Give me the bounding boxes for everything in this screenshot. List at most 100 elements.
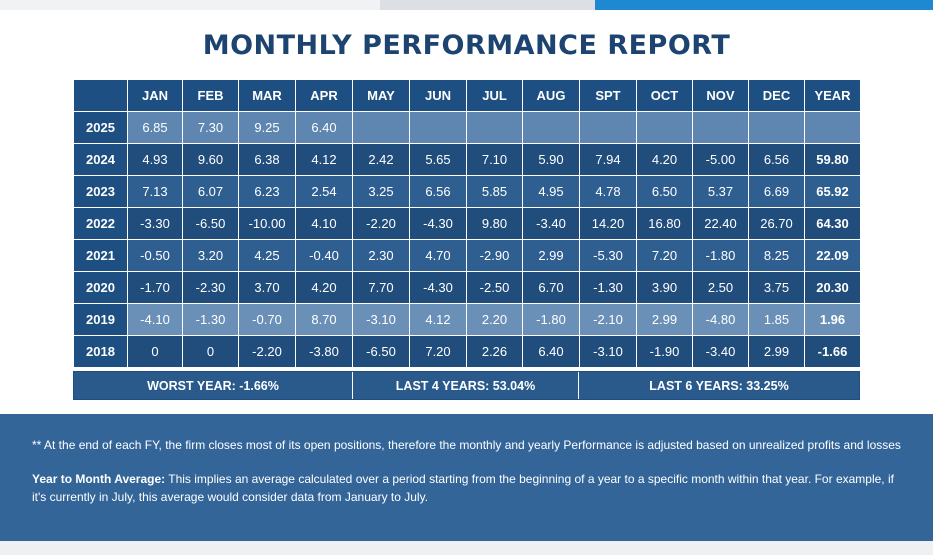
month-value-cell	[579, 111, 637, 144]
month-value-cell: -2.30	[182, 271, 239, 304]
month-value-cell: 2.26	[466, 335, 523, 368]
row-year-label: 2021	[73, 239, 128, 272]
month-value-cell: 3.75	[748, 271, 805, 304]
month-value-cell: -3.40	[522, 207, 580, 240]
bottom-bar	[0, 541, 933, 555]
month-value-cell: -5.00	[692, 143, 749, 176]
month-value-cell: 2.42	[352, 143, 410, 176]
worst-year-cell: WORST YEAR: -1.66%	[74, 372, 353, 399]
month-value-cell: 9.80	[466, 207, 523, 240]
month-value-cell	[748, 111, 805, 144]
month-value-cell: 7.13	[127, 175, 183, 208]
month-value-cell	[692, 111, 749, 144]
month-value-cell: -3.40	[692, 335, 749, 368]
column-header: APR	[295, 79, 353, 112]
month-value-cell: -3.80	[295, 335, 353, 368]
month-value-cell: 4.12	[409, 303, 467, 336]
month-value-cell: 9.60	[182, 143, 239, 176]
month-value-cell: 16.80	[636, 207, 693, 240]
column-header: SPT	[579, 79, 637, 112]
page-title: MONTHLY PERFORMANCE REPORT	[202, 30, 731, 61]
table-row: 2021 -0.50 3.20 4.25 -0.40 2.30 4.70 -2.90 2.99-…	[73, 239, 861, 272]
month-value-cell: 6.07	[182, 175, 239, 208]
month-value-cell: -6.50	[352, 335, 410, 368]
month-value-cell: 4.78	[579, 175, 637, 208]
column-header: JUN	[409, 79, 467, 112]
month-value-cell: -2.50	[466, 271, 523, 304]
month-value-cell	[466, 111, 523, 144]
column-header: JUL	[466, 79, 523, 112]
month-value-cell: 2.99	[748, 335, 805, 368]
month-value-cell: 8.70	[295, 303, 353, 336]
last-6-years-cell: LAST 6 YEARS: 33.25%	[579, 372, 859, 399]
header-corner	[73, 79, 128, 112]
month-value-cell: 2.99	[636, 303, 693, 336]
month-value-cell	[352, 111, 410, 144]
month-value-cell: 6.23	[238, 175, 296, 208]
month-value-cell: 7.20	[636, 239, 693, 272]
table-row: 2018 0 0 -2.20 -3.80 -6.50 7.20 2.26 6.40 -3.10 -1…	[73, 335, 861, 368]
month-value-cell: 2.20	[466, 303, 523, 336]
year-total-cell: 20.30	[804, 271, 861, 304]
month-value-cell: 6.56	[409, 175, 467, 208]
month-value-cell: 5.85	[466, 175, 523, 208]
month-value-cell: 5.90	[522, 143, 580, 176]
year-total-cell: 64.30	[804, 207, 861, 240]
month-value-cell	[409, 111, 467, 144]
month-value-cell: -4.30	[409, 271, 467, 304]
month-value-cell: 5.65	[409, 143, 467, 176]
month-value-cell: -4.80	[692, 303, 749, 336]
year-total-cell	[804, 111, 861, 144]
month-value-cell: 6.85	[127, 111, 183, 144]
month-value-cell: 22.40	[692, 207, 749, 240]
top-bar-grey-segment	[380, 0, 595, 10]
month-value-cell: -2.20	[352, 207, 410, 240]
month-value-cell: 4.10	[295, 207, 353, 240]
row-year-label: 2019	[73, 303, 128, 336]
month-value-cell: 6.70	[522, 271, 580, 304]
average-note-label: Year to Month Average:	[32, 472, 166, 486]
month-value-cell: 6.40	[295, 111, 353, 144]
month-value-cell: 7.70	[352, 271, 410, 304]
row-year-label: 2020	[73, 271, 128, 304]
month-value-cell: 8.25	[748, 239, 805, 272]
average-note: Year to Month Average: This implies an a…	[32, 470, 901, 506]
fy-note: ** At the end of each FY, the firm close…	[32, 438, 901, 452]
table-row: 2020 -1.70 -2.30 3.70 4.20 7.70 -4.30 -2.50 6.70…	[73, 271, 861, 304]
month-value-cell: 3.70	[238, 271, 296, 304]
last-4-years-cell: LAST 4 YEARS: 53.04%	[353, 372, 579, 399]
month-value-cell: -6.50	[182, 207, 239, 240]
notes-panel: ** At the end of each FY, the firm close…	[0, 414, 933, 541]
year-total-cell: -1.66	[804, 335, 861, 368]
table-row: 2025 6.85 7.30 9.25 6.40	[73, 111, 861, 144]
month-value-cell: -1.30	[579, 271, 637, 304]
month-value-cell: 0	[182, 335, 239, 368]
month-value-cell: -3.10	[352, 303, 410, 336]
month-value-cell: -3.10	[579, 335, 637, 368]
month-value-cell: 9.25	[238, 111, 296, 144]
month-value-cell: 4.25	[238, 239, 296, 272]
month-value-cell: -4.30	[409, 207, 467, 240]
month-value-cell: -0.70	[238, 303, 296, 336]
month-value-cell	[522, 111, 580, 144]
column-header: AUG	[522, 79, 580, 112]
month-value-cell: 7.10	[466, 143, 523, 176]
top-bar	[0, 0, 933, 10]
month-value-cell: 4.20	[636, 143, 693, 176]
year-total-cell: 1.96	[804, 303, 861, 336]
month-value-cell: 6.40	[522, 335, 580, 368]
column-header: DEC	[748, 79, 805, 112]
month-value-cell: 7.30	[182, 111, 239, 144]
month-value-cell: 1.85	[748, 303, 805, 336]
year-total-cell: 65.92	[804, 175, 861, 208]
month-value-cell: -1.70	[127, 271, 183, 304]
column-header: FEB	[182, 79, 239, 112]
table-row: 2022 -3.30 -6.50 -10.00 4.10 -2.20 -4.30 9.80 -3…	[73, 207, 861, 240]
column-header: YEAR	[804, 79, 861, 112]
top-bar-blue-segment	[595, 0, 933, 10]
month-value-cell: -0.50	[127, 239, 183, 272]
month-value-cell: -2.20	[238, 335, 296, 368]
month-value-cell: 6.50	[636, 175, 693, 208]
row-year-label: 2023	[73, 175, 128, 208]
month-value-cell: -1.80	[692, 239, 749, 272]
